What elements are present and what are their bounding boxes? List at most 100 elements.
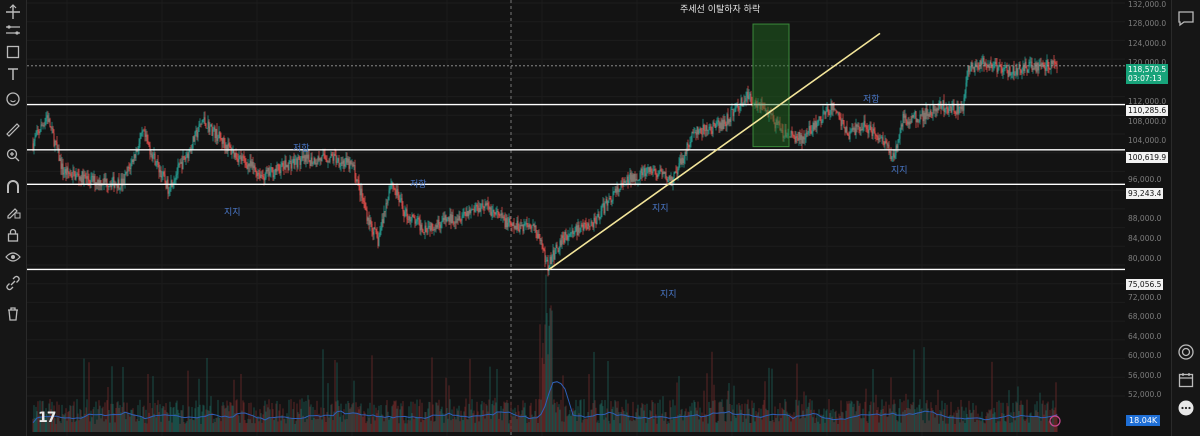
rectangle-icon[interactable]	[3, 42, 23, 62]
more-icon[interactable]	[1176, 398, 1196, 418]
candle-body	[595, 221, 597, 225]
volume-bar	[328, 417, 330, 432]
candle-body	[760, 102, 762, 110]
candlestick-chart[interactable]	[27, 0, 1125, 436]
price-tick: 84,000.0	[1128, 234, 1162, 243]
volume-bar	[911, 405, 913, 432]
volume-bar	[227, 405, 229, 432]
candle-body	[448, 217, 450, 222]
trend-line-icon[interactable]	[3, 20, 23, 40]
volume-bar	[247, 418, 249, 432]
volume-bar	[750, 422, 752, 432]
volume-bar	[324, 416, 326, 432]
lock-drawing-icon[interactable]	[3, 201, 23, 221]
candle-body	[144, 130, 146, 137]
candle-body	[701, 133, 703, 135]
candle-body	[339, 166, 341, 168]
text-icon[interactable]	[3, 64, 23, 84]
candle-body	[1047, 60, 1049, 67]
tradingview-logo[interactable]: 17	[38, 410, 57, 426]
price-axis[interactable]: 132,000.0 128,000.0 124,000.0 120,000.0 …	[1125, 0, 1171, 436]
emoji-icon[interactable]	[3, 89, 23, 109]
candle-body	[555, 244, 557, 254]
volume-bar	[76, 399, 78, 432]
candle-body	[80, 176, 82, 183]
candle-body	[1044, 68, 1046, 71]
volume-bar	[708, 401, 710, 432]
candle-body	[863, 120, 865, 127]
volume-bar	[923, 347, 925, 432]
volume-bar	[699, 407, 701, 432]
candle-body	[563, 237, 565, 243]
volume-bar	[901, 402, 903, 432]
volume-bar	[1011, 422, 1013, 432]
candle-body	[653, 169, 655, 171]
volume-bar	[370, 423, 372, 432]
volume-bar	[248, 403, 250, 432]
volume-bar	[272, 409, 274, 432]
candle-body	[924, 112, 926, 120]
crosshair-icon[interactable]	[3, 2, 23, 22]
volume-bar	[629, 420, 631, 432]
candle-body	[142, 130, 144, 132]
price-chart[interactable]	[27, 0, 1125, 436]
candle-body	[717, 120, 719, 123]
volume-bar	[480, 404, 482, 432]
eye-icon[interactable]	[3, 247, 23, 267]
volume-bar	[838, 413, 840, 432]
link-icon[interactable]	[3, 273, 23, 293]
volume-bar	[292, 409, 294, 432]
volume-bar	[390, 416, 392, 432]
zoom-icon[interactable]	[3, 145, 23, 165]
volume-bar	[1018, 410, 1020, 432]
candle-body	[582, 224, 584, 231]
volume-bar	[514, 407, 516, 432]
volume-bar	[738, 402, 740, 432]
volume-bar	[365, 423, 367, 432]
volume-bar	[524, 402, 526, 432]
candle-body	[425, 225, 427, 232]
volume-bar	[1056, 413, 1058, 432]
lock-icon[interactable]	[3, 225, 23, 245]
volume-bar	[728, 383, 730, 432]
candle-body	[363, 200, 365, 203]
candle-body	[913, 113, 915, 118]
volume-bar	[425, 412, 427, 432]
target-icon[interactable]	[1176, 342, 1196, 362]
candle-body	[1055, 63, 1057, 65]
calendar-icon[interactable]	[1176, 370, 1196, 390]
candle-body	[347, 158, 349, 163]
volume-bar	[723, 411, 725, 432]
volume-bar	[167, 413, 169, 432]
candle-body	[1020, 69, 1022, 73]
price-tick: 72,000.0	[1128, 293, 1162, 302]
volume-bar	[1017, 386, 1019, 432]
candle-body	[404, 211, 406, 217]
volume-bar	[966, 414, 968, 432]
volume-bar	[948, 416, 950, 432]
candle-body	[840, 119, 842, 126]
volume-bar	[664, 412, 666, 432]
candle-body	[765, 110, 767, 112]
volume-bar	[808, 402, 810, 432]
candle-body	[84, 174, 86, 177]
magnet-icon[interactable]	[3, 177, 23, 197]
price-tick: 96,000.0	[1128, 175, 1162, 184]
volume-bar	[609, 423, 611, 432]
trash-icon[interactable]	[3, 304, 23, 324]
volume-bar	[761, 419, 763, 432]
candle-body	[495, 211, 497, 215]
candle-body	[384, 211, 386, 212]
candle-body	[372, 231, 374, 235]
candle-body	[282, 162, 284, 167]
candle-body	[527, 225, 529, 227]
volume-bar	[797, 405, 799, 432]
chat-icon[interactable]	[1176, 8, 1196, 28]
candle-body	[279, 170, 281, 174]
ruler-icon[interactable]	[3, 120, 23, 140]
candle-body	[1030, 61, 1032, 63]
volume-bar	[415, 416, 417, 432]
volume-bar	[986, 412, 988, 432]
candle-body	[780, 129, 782, 131]
resistance-label: 저항	[410, 180, 427, 190]
